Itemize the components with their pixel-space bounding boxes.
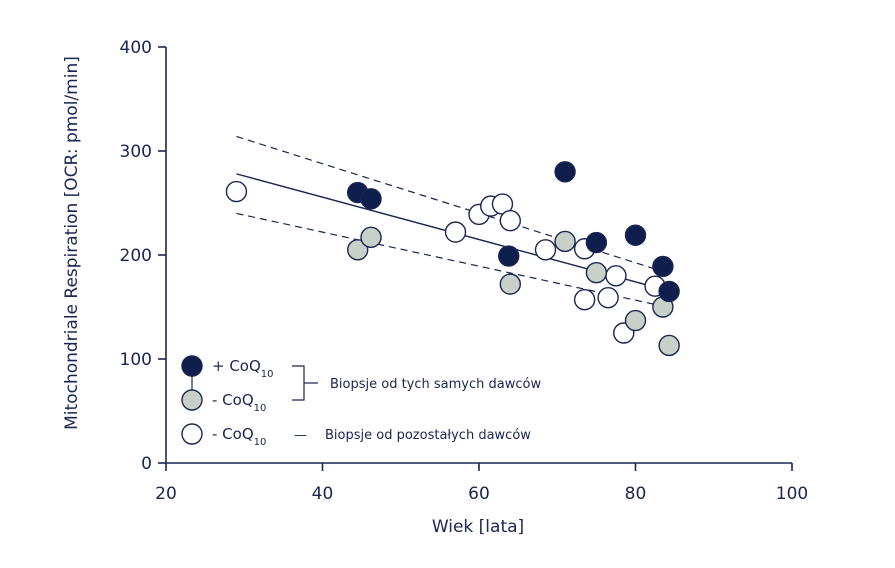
legend-label-subscript: 10 xyxy=(261,369,274,380)
data-point-filled-gray xyxy=(624,309,647,332)
data-point-filled-dark xyxy=(624,224,647,246)
data-point-filled-dark xyxy=(652,255,674,278)
legend-label: - CoQ10 xyxy=(212,425,266,448)
data-point-open xyxy=(444,221,467,243)
x-axis-title: Wiek [lata] xyxy=(432,517,524,537)
legend-group-same-donors: Biopsje od tych samych dawców xyxy=(330,377,541,392)
data-point-filled-gray xyxy=(658,334,680,357)
legend-bracket xyxy=(292,365,305,401)
y-tick-label: 0 xyxy=(141,454,152,474)
data-point-open xyxy=(225,180,248,203)
data-point-filled-dark xyxy=(498,245,520,267)
data-point-filled-dark xyxy=(554,161,576,183)
data-point-filled-gray xyxy=(360,226,382,249)
legend-marker-filled-gray xyxy=(181,389,203,411)
axes xyxy=(158,46,793,471)
data-points xyxy=(225,161,680,357)
data-point-open xyxy=(573,289,596,311)
data-point-filled-dark xyxy=(658,280,680,303)
legend-label: + CoQ10 xyxy=(212,357,274,380)
legend-label-subscript: 10 xyxy=(254,403,267,414)
x-tick-label: 80 xyxy=(625,484,647,504)
y-tick-label: 300 xyxy=(120,142,152,162)
x-tick-label: 20 xyxy=(155,484,177,504)
x-tick-label: 100 xyxy=(776,484,808,504)
x-tick-label: 60 xyxy=(468,484,490,504)
legend-dash: — xyxy=(294,428,307,443)
data-point-filled-dark xyxy=(360,188,382,210)
legend-marker-open xyxy=(181,423,203,445)
data-point-open xyxy=(597,286,619,309)
legend-marker-filled-dark xyxy=(181,355,203,377)
data-point-open xyxy=(499,209,521,232)
data-point-filled-gray xyxy=(499,273,521,295)
y-axis-title: Mitochondriale Respiration [OCR: pmol/mi… xyxy=(62,56,82,430)
data-point-filled-dark xyxy=(585,231,608,254)
data-point-open xyxy=(534,239,557,261)
confidence-band-upper xyxy=(236,135,667,274)
y-tick-label: 100 xyxy=(120,350,152,370)
confidence-band-lower xyxy=(236,212,667,308)
y-tick-label: 200 xyxy=(120,246,152,266)
tick-labels: 0 100 200 300 400 20 40 60 80 100 xyxy=(120,38,809,504)
legend-group-other-donors: Biopsje od pozostałych dawców xyxy=(325,428,531,443)
legend-label-subscript: 10 xyxy=(254,437,267,448)
data-point-filled-gray xyxy=(554,230,576,253)
legend: + CoQ10 - CoQ10 - CoQ10 Biopsje od tych sam… xyxy=(181,355,541,448)
x-tick-label: 40 xyxy=(312,484,334,504)
data-point-open xyxy=(605,265,627,287)
y-tick-label: 400 xyxy=(120,38,152,58)
data-point-filled-gray xyxy=(347,239,369,261)
data-point-filled-gray xyxy=(585,261,608,284)
legend-label: - CoQ10 xyxy=(212,391,266,414)
